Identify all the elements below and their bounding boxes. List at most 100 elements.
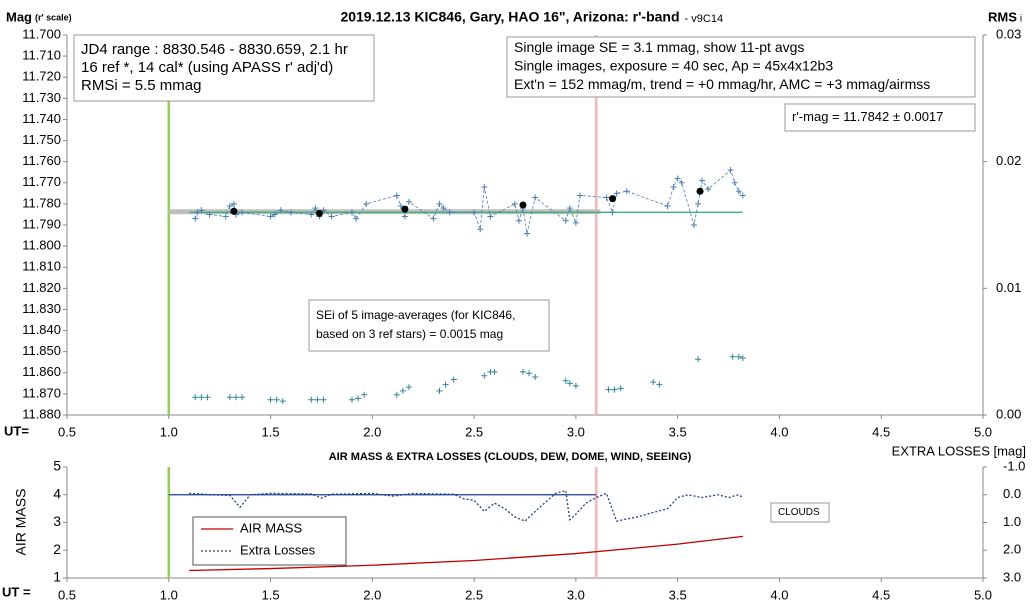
y2-axis-label: RMS — [988, 9, 1017, 24]
y2-tick-label: 2.0 — [1003, 542, 1021, 557]
data-point — [312, 205, 319, 212]
y-tick-label: 11.840 — [22, 322, 61, 337]
data-point — [696, 187, 704, 195]
data-point — [576, 192, 583, 199]
data-point — [519, 368, 526, 375]
data-point — [239, 394, 246, 401]
y-tick-label: 11.750 — [22, 132, 61, 147]
data-point — [442, 381, 449, 388]
x-tick-label: 5.0 — [974, 587, 992, 602]
data-point — [481, 372, 488, 379]
x-tick-label: 2.0 — [363, 424, 381, 439]
x-tick-label: 1.0 — [160, 424, 178, 439]
y-tick-label: 11.780 — [22, 195, 61, 210]
data-point — [617, 385, 624, 392]
annotation-box — [784, 103, 976, 132]
data-point — [623, 188, 630, 195]
data-point — [511, 200, 518, 207]
y-axis-label: AIR MASS — [13, 489, 29, 556]
annotation-text: 16 ref *, 14 cal* (using APASS r' adj'd) — [81, 59, 333, 76]
y2-axis-label: EXTRA LOSSES [mag] — [892, 443, 1026, 458]
y-tick-label: 11.860 — [22, 364, 61, 379]
data-point — [611, 386, 618, 393]
data-point — [678, 179, 685, 186]
x-axis-label: UT = — [2, 584, 31, 599]
data-point — [532, 374, 539, 380]
data-point — [735, 353, 742, 360]
data-point — [277, 207, 284, 214]
y2-tick-label: 0.02 — [996, 153, 1021, 168]
data-point — [393, 391, 400, 398]
data-point — [314, 396, 321, 403]
annotation-text: Single image SE = 3.1 mmag, show 11-pt a… — [514, 39, 804, 55]
x-tick-label: 1.5 — [262, 587, 280, 602]
series-line — [189, 535, 743, 572]
data-point — [353, 215, 360, 222]
y2-tick-label: 0.0 — [1003, 486, 1021, 501]
y-tick-label: 11.810 — [22, 259, 61, 274]
data-point — [699, 177, 706, 184]
data-point — [524, 230, 531, 237]
data-point — [399, 387, 406, 394]
data-point — [650, 379, 657, 386]
chart-title: 2019.12.13 KIC846, Gary, HAO 16", Arizon… — [340, 9, 679, 25]
annotation-text: based on 3 ref stars) = 0.0015 mag — [316, 327, 503, 341]
data-point — [729, 353, 736, 360]
y-tick-label: 11.820 — [22, 280, 61, 295]
data-point — [572, 219, 579, 226]
y-tick-label: 11.870 — [22, 385, 61, 400]
annotation-text: r'-mag = 11.7842 ± 0.0017 — [792, 109, 943, 124]
data-point — [401, 213, 408, 220]
data-point — [308, 396, 315, 403]
y-tick-label: 11.710 — [22, 48, 61, 63]
data-point — [731, 179, 738, 186]
data-point — [348, 396, 355, 403]
annotation-text: JD4 range : 8830.546 - 8830.659, 2.1 hr — [81, 41, 348, 58]
annotation-box — [73, 34, 375, 102]
y-tick-label: 11.700 — [22, 26, 61, 41]
y-tick-label: 11.720 — [22, 69, 61, 84]
data-point — [739, 355, 746, 361]
data-point — [515, 217, 522, 224]
y-tick-label: 11.850 — [22, 343, 61, 358]
data-point — [320, 207, 327, 214]
data-point — [609, 195, 617, 203]
annotation-text: Single images, exposure = 40 sec, Ap = 4… — [514, 58, 833, 74]
data-point — [273, 396, 280, 403]
data-point — [401, 205, 409, 213]
y-tick-label: 11.830 — [22, 301, 61, 316]
data-point — [287, 209, 294, 216]
legend-box — [192, 516, 347, 566]
x-tick-label: 3.5 — [669, 424, 687, 439]
data-point — [566, 205, 573, 212]
y-tick-label: 4 — [53, 485, 61, 501]
data-point — [267, 213, 274, 220]
data-point — [239, 209, 246, 216]
y-tick-label: 11.790 — [22, 216, 61, 231]
data-point — [609, 209, 616, 216]
data-point — [430, 215, 437, 222]
y-tick-label: 11.800 — [22, 238, 61, 253]
x-tick-label: 4.0 — [770, 587, 788, 602]
data-point — [328, 213, 335, 220]
data-point — [315, 209, 323, 217]
chart-title: AIR MASS & EXTRA LOSSES (CLOUDS, DEW, DO… — [329, 451, 692, 463]
y2-tick-label: -1.0 — [1003, 458, 1025, 473]
data-point — [562, 377, 569, 384]
data-point — [526, 370, 533, 377]
x-tick-label: 1.0 — [160, 587, 178, 602]
y-tick-label: 11.740 — [22, 111, 61, 126]
y-tick-label: 5 — [53, 458, 61, 474]
x-tick-label: 3.5 — [669, 587, 687, 602]
y-tick-label: 11.880 — [22, 406, 61, 421]
data-point — [562, 217, 569, 224]
data-point — [226, 394, 233, 401]
x-tick-label: 5.0 — [974, 424, 992, 439]
data-point — [405, 198, 412, 205]
y2-tick-label: 1.0 — [1003, 514, 1021, 529]
y-tick-label: 1 — [53, 569, 61, 585]
y2-tick-label: 0.01 — [996, 280, 1021, 295]
data-point — [363, 200, 370, 207]
data-point — [446, 209, 453, 216]
data-point — [397, 203, 404, 209]
